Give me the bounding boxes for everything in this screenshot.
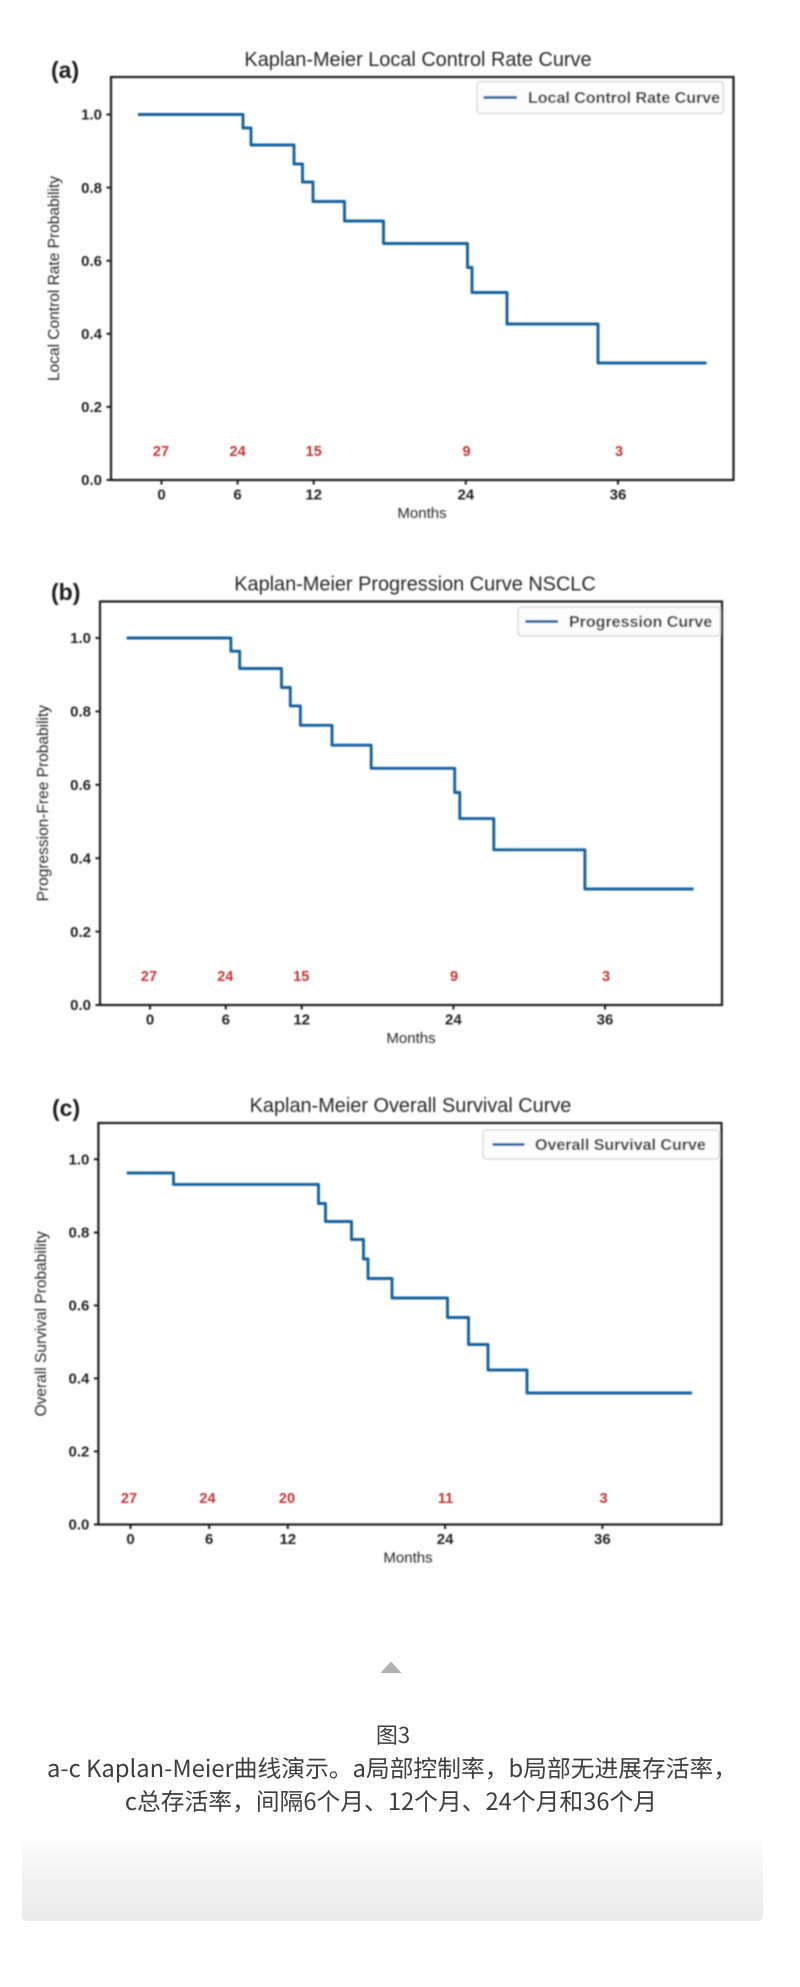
svg-text:0: 0 — [126, 1531, 134, 1548]
svg-text:0.0: 0.0 — [69, 1517, 90, 1534]
svg-text:Progression Curve: Progression Curve — [569, 614, 712, 631]
svg-text:12: 12 — [305, 487, 322, 504]
svg-text:(a): (a) — [51, 57, 79, 83]
svg-text:Kaplan-Meier Overall Survival: Kaplan-Meier Overall Survival Curve — [250, 1095, 572, 1117]
svg-text:9: 9 — [462, 444, 470, 460]
svg-text:0.2: 0.2 — [70, 924, 91, 941]
svg-text:20: 20 — [279, 1491, 295, 1507]
svg-text:0.4: 0.4 — [81, 326, 103, 343]
svg-text:Months: Months — [383, 1550, 432, 1567]
svg-text:Progression-Free Probability: Progression-Free Probability — [35, 705, 52, 902]
svg-text:27: 27 — [121, 1491, 137, 1507]
svg-text:36: 36 — [597, 1012, 614, 1029]
svg-text:Months: Months — [397, 505, 446, 522]
svg-text:36: 36 — [610, 487, 627, 504]
svg-text:0.2: 0.2 — [81, 399, 102, 416]
svg-text:Local Control Rate Probability: Local Control Rate Probability — [46, 176, 63, 381]
svg-text:1.0: 1.0 — [70, 630, 91, 647]
svg-text:6: 6 — [233, 487, 241, 504]
svg-text:Overall Survival Curve: Overall Survival Curve — [535, 1137, 706, 1154]
svg-text:0.8: 0.8 — [69, 1225, 90, 1242]
svg-text:6: 6 — [222, 1012, 230, 1029]
svg-text:(c): (c) — [52, 1095, 80, 1121]
svg-text:11: 11 — [438, 1491, 453, 1507]
svg-text:15: 15 — [306, 444, 322, 460]
svg-text:24: 24 — [199, 1491, 215, 1507]
svg-text:24: 24 — [230, 444, 246, 460]
svg-text:Kaplan-Meier Local Control Rat: Kaplan-Meier Local Control Rate Curve — [244, 49, 591, 71]
svg-text:0: 0 — [157, 487, 165, 504]
svg-text:36: 36 — [594, 1531, 611, 1548]
svg-text:27: 27 — [141, 969, 157, 985]
svg-text:15: 15 — [293, 969, 309, 985]
svg-text:9: 9 — [450, 969, 458, 985]
svg-text:3: 3 — [615, 444, 623, 460]
svg-text:6: 6 — [205, 1531, 213, 1548]
svg-text:27: 27 — [153, 444, 169, 460]
svg-text:1.0: 1.0 — [81, 107, 102, 124]
svg-text:Local Control Rate Curve: Local Control Rate Curve — [528, 90, 720, 107]
svg-text:24: 24 — [445, 1012, 462, 1029]
svg-text:24: 24 — [217, 969, 233, 985]
svg-text:0.0: 0.0 — [70, 997, 91, 1014]
svg-text:0.6: 0.6 — [70, 777, 91, 794]
svg-text:24: 24 — [437, 1531, 454, 1548]
svg-text:3: 3 — [599, 1491, 607, 1507]
svg-text:0.4: 0.4 — [69, 1371, 91, 1388]
svg-text:3: 3 — [602, 969, 610, 985]
svg-text:0.6: 0.6 — [69, 1298, 90, 1315]
svg-text:0.0: 0.0 — [81, 472, 102, 489]
svg-text:0.8: 0.8 — [70, 704, 91, 721]
svg-text:(b): (b) — [51, 579, 80, 605]
svg-text:0.6: 0.6 — [81, 253, 102, 270]
svg-text:0: 0 — [146, 1012, 154, 1029]
svg-text:0.8: 0.8 — [81, 180, 102, 197]
svg-text:Overall Survival Probability: Overall Survival Probability — [33, 1231, 50, 1416]
svg-text:1.0: 1.0 — [69, 1152, 90, 1169]
svg-text:0.4: 0.4 — [70, 850, 92, 867]
svg-text:Kaplan-Meier Progression Curve: Kaplan-Meier Progression Curve NSCLC — [234, 574, 596, 596]
svg-text:24: 24 — [457, 487, 474, 504]
svg-text:0.2: 0.2 — [69, 1444, 90, 1461]
svg-text:Months: Months — [386, 1030, 435, 1047]
svg-text:12: 12 — [293, 1012, 310, 1029]
svg-text:12: 12 — [279, 1531, 296, 1548]
